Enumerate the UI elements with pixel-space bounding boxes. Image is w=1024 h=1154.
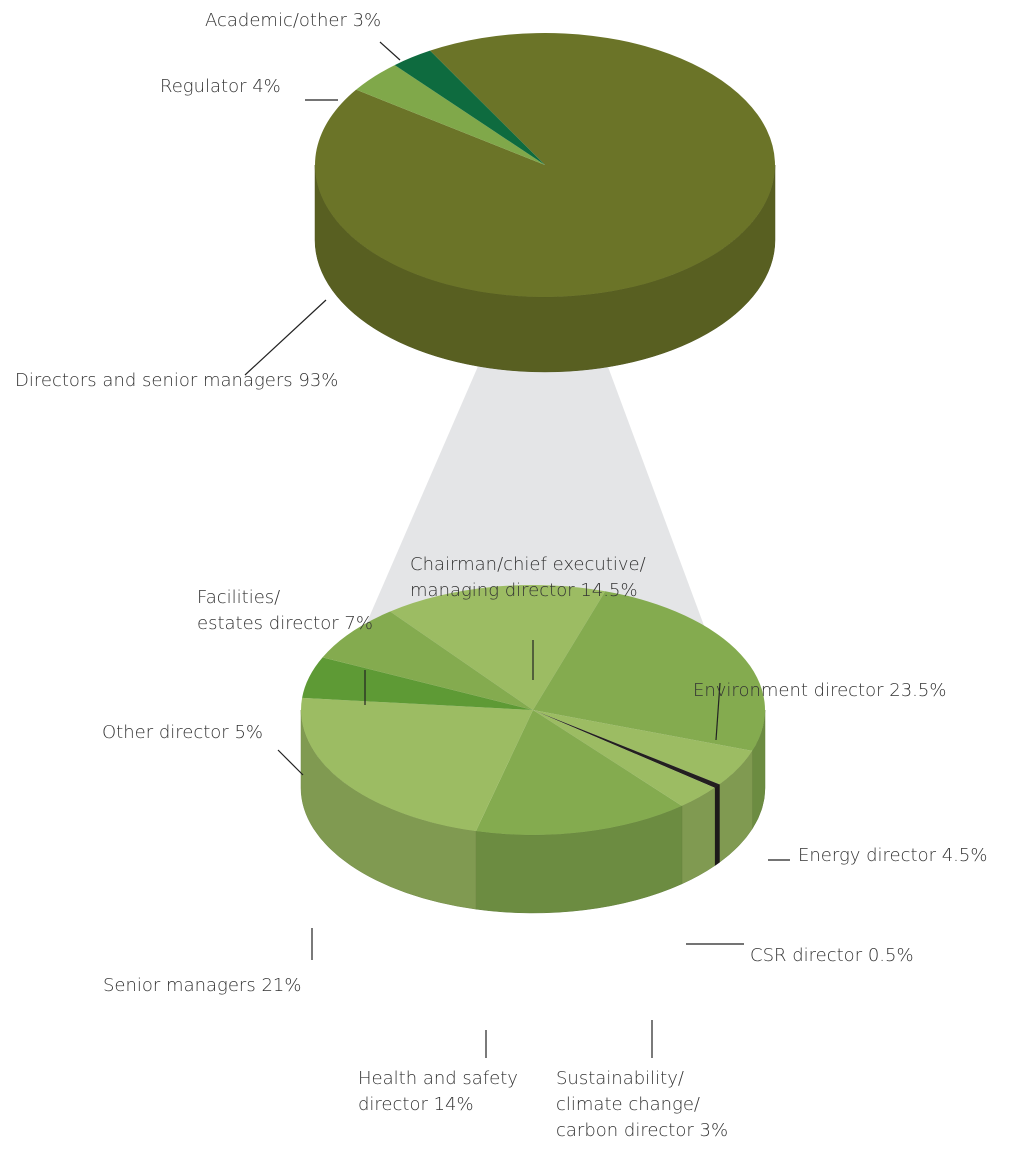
pies [300, 33, 776, 914]
slice [475, 710, 682, 835]
leader-line [379, 41, 401, 61]
category: Health and safety director [358, 1068, 518, 1115]
category: CSR director [750, 945, 863, 966]
slice-label: Senior managers 21% [103, 973, 301, 999]
value-label: 4% [252, 76, 281, 97]
slice [300, 697, 533, 832]
value-label: 5% [234, 722, 263, 743]
slice-label: Academic/other 3% [205, 8, 381, 34]
slice-label: Other director 5% [102, 720, 263, 746]
slice-label: Directors and senior managers 93% [15, 368, 338, 394]
value-label: 0.5% [867, 945, 914, 966]
leader-line [277, 749, 304, 776]
value-label: 4.5% [941, 845, 988, 866]
slice-label: Environment director 23.5% [693, 678, 946, 704]
leader-line [244, 299, 327, 376]
slice-side [714, 783, 720, 867]
value-label: 21% [261, 975, 302, 996]
slice-label: Health and safety director 14% [358, 1066, 518, 1118]
slice-label: Regulator 4% [160, 74, 281, 100]
slice [533, 591, 765, 751]
slice-label: Facilities/ estates director 7% [197, 585, 373, 637]
category: Environment director [693, 680, 884, 701]
category: Sustainability/ climate change/ carbon d… [556, 1068, 700, 1141]
leader-line [715, 682, 721, 741]
slice [302, 657, 533, 710]
slice [322, 611, 533, 710]
value-label: 14.5% [580, 580, 638, 601]
slice-label: Sustainability/ climate change/ carbon d… [556, 1066, 728, 1144]
slice [533, 710, 753, 785]
category: Other director [102, 722, 229, 743]
slice [533, 710, 720, 788]
category: Chairman/chief executive/ managing direc… [410, 554, 646, 601]
category: Academic/other [205, 10, 347, 31]
value-label: 3% [352, 10, 382, 31]
slice-label: Energy director 4.5% [798, 843, 987, 869]
slice-label: Chairman/chief executive/ managing direc… [410, 552, 646, 604]
value-label: 7% [344, 613, 373, 634]
category: Senior managers [103, 975, 256, 996]
value-label: 93% [298, 370, 339, 391]
value-label: 14% [433, 1094, 474, 1115]
category: Directors and senior managers [15, 370, 293, 391]
slice [533, 710, 715, 806]
slice [390, 585, 606, 710]
category: Regulator [160, 76, 247, 97]
slice [356, 65, 545, 165]
leader-lines [244, 41, 790, 1058]
category: Facilities/ estates director [197, 587, 339, 634]
slice [394, 50, 545, 165]
value-label: 3% [699, 1120, 729, 1141]
slice-label: CSR director 0.5% [750, 943, 914, 969]
category: Energy director [798, 845, 936, 866]
value-label: 23.5% [889, 680, 947, 701]
